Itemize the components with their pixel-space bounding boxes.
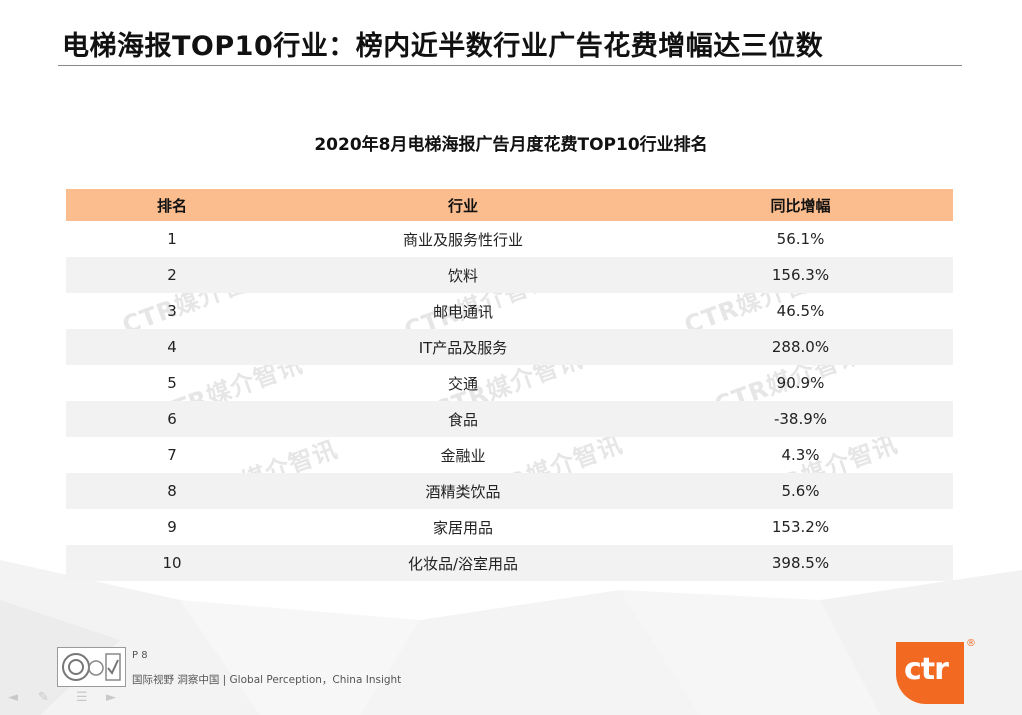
industry-cell: 饮料 bbox=[278, 257, 648, 293]
table-row: 7 金融业 4.3% bbox=[66, 437, 953, 473]
rank-cell: 6 bbox=[66, 401, 278, 437]
table-row: 9 家居用品 153.2% bbox=[66, 509, 953, 545]
industry-cell: IT产品及服务 bbox=[278, 329, 648, 365]
ranking-table: 排名 行业 同比增幅 1 商业及服务性行业 56.1% 2 饮料 156.3% … bbox=[66, 189, 953, 581]
rank-cell: 4 bbox=[66, 329, 278, 365]
rank-cell: 1 bbox=[167, 230, 177, 248]
table-row: 5 交通 90.9% bbox=[66, 365, 953, 401]
industry-cell: 家居用品 bbox=[432, 518, 493, 537]
rank-cell: 5 bbox=[167, 374, 177, 392]
growth-cell: 56.1% bbox=[776, 230, 825, 248]
header-industry: 行业 bbox=[278, 189, 648, 221]
ctr-logo-text: ctr bbox=[904, 652, 949, 687]
growth-cell: 398.5% bbox=[648, 545, 953, 581]
industry-cell: 邮电通讯 bbox=[432, 302, 493, 321]
table-row: 8 酒精类饮品 5.6% bbox=[66, 473, 953, 509]
rank-cell: 2 bbox=[66, 257, 278, 293]
menu-icon[interactable]: ☰ bbox=[76, 690, 88, 705]
header-rank: 排名 bbox=[66, 189, 278, 221]
certification-seal-icon bbox=[62, 653, 121, 681]
next-slide-icon[interactable]: ► bbox=[106, 690, 116, 705]
table-row: 10 化妆品/浴室用品 398.5% bbox=[66, 545, 953, 581]
previous-slide-icon[interactable]: ◄ bbox=[8, 690, 18, 705]
slide-title: 电梯海报TOP10行业：榜内近半数行业广告花费增幅达三位数 bbox=[62, 31, 824, 62]
industry-cell: 食品 bbox=[278, 401, 648, 437]
growth-cell: 4.3% bbox=[781, 446, 820, 464]
industry-cell: 交通 bbox=[447, 374, 478, 393]
growth-cell: 46.5% bbox=[776, 302, 825, 320]
table-caption: 2020年8月电梯海报广告月度花费TOP10行业排名 bbox=[314, 135, 708, 155]
rank-cell: 9 bbox=[167, 518, 177, 536]
header-growth: 同比增幅 bbox=[648, 189, 953, 221]
table-row: 6 食品 -38.9% bbox=[66, 401, 953, 437]
growth-cell: 5.6% bbox=[648, 473, 953, 509]
industry-cell: 酒精类饮品 bbox=[278, 473, 648, 509]
growth-cell: 288.0% bbox=[648, 329, 953, 365]
registered-mark: ® bbox=[966, 638, 976, 649]
footer-tagline: 国际视野 洞察中国 | Global Perception，China Insi… bbox=[132, 674, 402, 686]
rank-cell: 8 bbox=[66, 473, 278, 509]
growth-cell: 153.2% bbox=[771, 518, 830, 536]
industry-cell: 商业及服务性行业 bbox=[402, 230, 523, 249]
rank-cell: 7 bbox=[167, 446, 177, 464]
ctr-logo: ctr bbox=[896, 642, 964, 704]
certification-badge bbox=[57, 647, 126, 687]
table-row: 4 IT产品及服务 288.0% bbox=[66, 329, 953, 365]
industry-cell: 化妆品/浴室用品 bbox=[278, 545, 648, 581]
pen-icon[interactable]: ✎ bbox=[38, 690, 49, 705]
rank-cell: 10 bbox=[66, 545, 278, 581]
table-row: 2 饮料 156.3% bbox=[66, 257, 953, 293]
table-header-row: 排名 行业 同比增幅 bbox=[66, 189, 953, 221]
industry-cell: 金融业 bbox=[440, 446, 486, 465]
rank-cell: 3 bbox=[167, 302, 177, 320]
growth-cell: 156.3% bbox=[648, 257, 953, 293]
growth-cell: -38.9% bbox=[648, 401, 953, 437]
growth-cell: 90.9% bbox=[776, 374, 825, 392]
table-row: 1 商业及服务性行业 56.1% bbox=[66, 221, 953, 257]
table-row: 3 邮电通讯 46.5% bbox=[66, 293, 953, 329]
title-divider bbox=[58, 65, 962, 66]
page-number: P 8 bbox=[132, 650, 148, 661]
